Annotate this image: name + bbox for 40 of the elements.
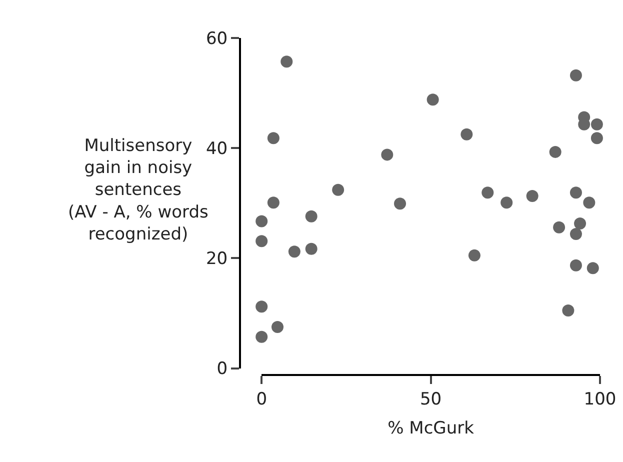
y-tick-label: 40 [206, 139, 228, 160]
point [256, 215, 268, 228]
point [526, 190, 538, 202]
point [482, 186, 494, 199]
point [381, 148, 394, 161]
point [305, 242, 318, 255]
x-axis-title: % McGurk [388, 418, 474, 438]
y-tick-label: 60 [206, 28, 228, 49]
point [305, 210, 318, 222]
point [267, 132, 280, 144]
point [583, 196, 596, 209]
point [562, 304, 574, 316]
point [256, 235, 268, 248]
point [256, 300, 268, 313]
point [570, 69, 582, 82]
point [574, 218, 586, 230]
point [500, 196, 513, 209]
point [280, 56, 293, 68]
x-tick-label: 0 [256, 389, 268, 410]
point [267, 196, 280, 209]
point [460, 128, 473, 140]
x-tick-label: 100 [584, 389, 616, 410]
point [590, 118, 603, 130]
y-tick-label: 0 [216, 359, 228, 380]
point [586, 262, 599, 274]
point [256, 330, 268, 343]
point [426, 94, 439, 106]
point [590, 132, 603, 144]
point [553, 221, 566, 234]
point [570, 228, 582, 240]
point [394, 198, 406, 210]
point [272, 320, 284, 333]
point [468, 249, 480, 262]
point [570, 259, 582, 272]
point [549, 146, 562, 158]
point [570, 186, 582, 199]
point [332, 184, 344, 196]
point [288, 246, 300, 258]
y-tick-label: 20 [206, 249, 228, 270]
x-tick-label: 50 [420, 389, 442, 410]
